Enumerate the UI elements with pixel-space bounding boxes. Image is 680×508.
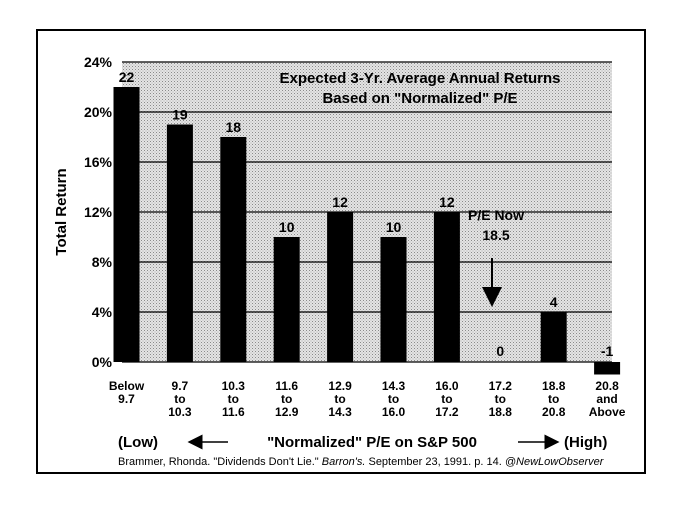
x-tick-line: to (388, 392, 399, 406)
x-tick-line: to (495, 392, 506, 406)
x-tick-line: 17.2 (435, 405, 459, 419)
source-part: @NewLowObserver (505, 456, 605, 468)
value-label: 19 (172, 107, 188, 123)
x-tick-label: 11.6 to 12.9 (275, 379, 299, 419)
x-tick-label: 16.0 to 17.2 (435, 379, 459, 419)
value-label: -1 (601, 343, 614, 359)
x-tick-line: to (174, 392, 185, 406)
bar (220, 137, 247, 362)
y-tick-label: 24% (84, 54, 113, 70)
x-tick-line: to (334, 392, 345, 406)
x-tick-label: Below 9.7 (109, 379, 145, 406)
chart-title: Expected 3-Yr. Average Annual Returns (280, 70, 561, 87)
bar (273, 237, 300, 362)
x-tick-label: 17.2 to 18.8 (489, 379, 513, 419)
x-tick-line: 9.7 (118, 392, 135, 406)
annotation: 18.5 (482, 227, 509, 243)
source: Brammer, Rhonda. "Dividends Don't Lie." … (118, 456, 605, 468)
chart-title: Based on "Normalized" P/E (322, 90, 517, 107)
x-tick-line: to (441, 392, 452, 406)
x-tick-line: 10.3 (222, 379, 246, 393)
x-tick-line: 18.8 (489, 405, 513, 419)
x-tick-line: to (281, 392, 292, 406)
value-label: 10 (279, 219, 295, 235)
y-tick-label: 8% (92, 254, 113, 270)
bar (380, 237, 407, 362)
x-tick-line: 10.3 (168, 405, 192, 419)
bar (113, 87, 140, 362)
bar (166, 124, 193, 362)
value-label: 10 (386, 219, 402, 235)
x-tick-line: 18.8 (542, 379, 566, 393)
x-tick-line: and (596, 392, 617, 406)
y-tick-label: 16% (84, 154, 113, 170)
x-tick-line: 14.3 (328, 405, 352, 419)
x-tick-line: Above (589, 405, 626, 419)
x-tick-line: to (228, 392, 239, 406)
x-tick-line: 14.3 (382, 379, 406, 393)
x-tick-line: 12.9 (275, 405, 299, 419)
bar (433, 212, 460, 362)
value-label: 0 (496, 343, 504, 359)
value-label: 12 (332, 194, 348, 210)
y-tick-label: 12% (84, 204, 113, 220)
y-axis-label: Total Return (53, 168, 70, 255)
x-tick-line: 12.9 (328, 379, 352, 393)
x-tick-line: 16.0 (382, 405, 406, 419)
x-tick-line: 16.0 (435, 379, 459, 393)
y-tick-label: 4% (92, 304, 113, 320)
x-tick-line: 20.8 (595, 379, 619, 393)
x-axis-label-high: (High) (564, 434, 607, 451)
value-label: 4 (550, 294, 558, 310)
source-part: Brammer, Rhonda. "Dividends Don't Lie." (118, 456, 322, 468)
x-tick-line: 20.8 (542, 405, 566, 419)
y-tick-label: 0% (92, 354, 113, 370)
x-tick-line: 11.6 (222, 405, 245, 419)
source-part: Barron's. (322, 456, 366, 468)
x-tick-line: Below (109, 379, 145, 393)
source-part: September 23, 1991. p. 14. (365, 456, 504, 468)
x-tick-label: 12.9 to 14.3 (328, 379, 352, 419)
x-tick-label: 9.7 to 10.3 (168, 379, 192, 419)
x-axis-label: "Normalized" P/E on S&P 500 (267, 434, 477, 451)
x-tick-line: 9.7 (172, 379, 189, 393)
x-tick-label: 10.3 to 11.6 (222, 379, 246, 419)
annotation: P/E Now (468, 207, 524, 223)
x-tick-label: 20.8 and Above (589, 379, 626, 419)
x-tick-label: 18.8 to 20.8 (542, 379, 566, 419)
value-label: 18 (226, 119, 242, 135)
value-label: 12 (439, 194, 455, 210)
bar (327, 212, 354, 362)
bar (540, 312, 567, 362)
x-tick-line: 11.6 (275, 379, 298, 393)
x-axis-label-low: (Low) (118, 434, 158, 451)
value-label: 22 (119, 69, 135, 85)
x-tick-line: to (548, 392, 559, 406)
y-tick-label: 20% (84, 104, 113, 120)
bar (594, 362, 621, 375)
x-tick-line: 17.2 (489, 379, 513, 393)
x-tick-label: 14.3 to 16.0 (382, 379, 406, 419)
